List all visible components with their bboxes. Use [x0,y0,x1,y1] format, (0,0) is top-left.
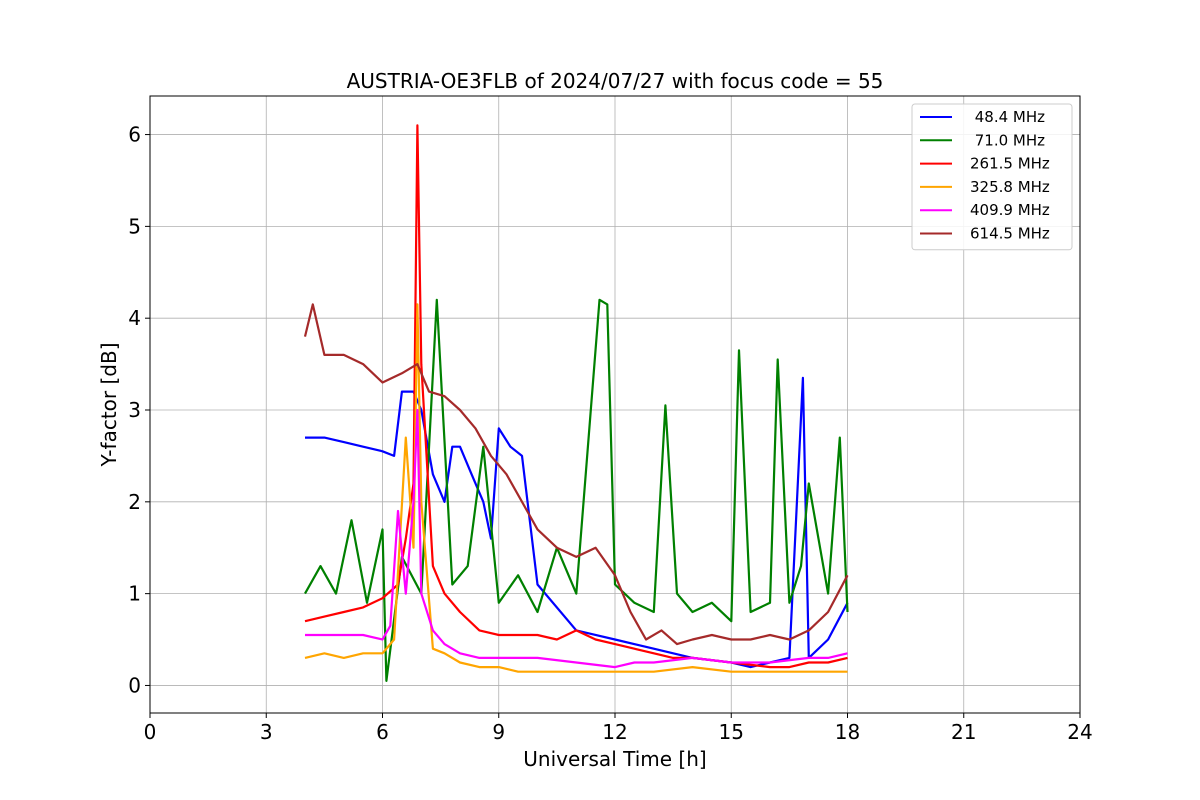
y-tick-label: 3 [128,398,141,422]
y-tick-label: 2 [128,490,141,514]
legend-label: 261.5 MHz [970,155,1050,173]
series-line-5 [303,303,849,646]
legend-label: 325.8 MHz [970,178,1050,196]
legend-label: 71.0 MHz [970,131,1045,149]
series-line-1 [304,298,849,683]
y-tick-label: 0 [128,673,141,697]
y-tick-label: 4 [128,306,141,330]
x-tick-label: 24 [1067,720,1092,744]
series-line-3 [304,303,848,673]
legend: 48.4 MHz 71.0 MHz 261.5 MHz 325.8 MHz 409.9… [911,103,1073,251]
x-tick-label: 18 [835,720,860,744]
x-tick-label: 6 [376,720,389,744]
series-layer [303,124,849,683]
chart-title: AUSTRIA-OE3FLB of 2024/07/27 with focus … [347,69,884,93]
x-tick-label: 3 [260,720,273,744]
y-tick-label: 1 [128,582,141,606]
series-line-4 [305,408,848,669]
x-tick-label: 21 [951,720,976,744]
x-tick-label: 9 [492,720,505,744]
y-tick-label: 5 [128,214,141,238]
legend-label: 48.4 MHz [970,108,1045,126]
y-tick-label: 6 [128,123,141,147]
x-tick-label: 12 [602,720,627,744]
x-tick-label: 0 [144,720,157,744]
x-tick-label: 15 [719,720,744,744]
legend-label: 614.5 MHz [970,225,1050,243]
legend-label: 409.9 MHz [970,201,1050,219]
x-axis-title: Universal Time [h] [523,747,706,771]
y-axis-title: Y-factor [dB] [97,342,121,467]
